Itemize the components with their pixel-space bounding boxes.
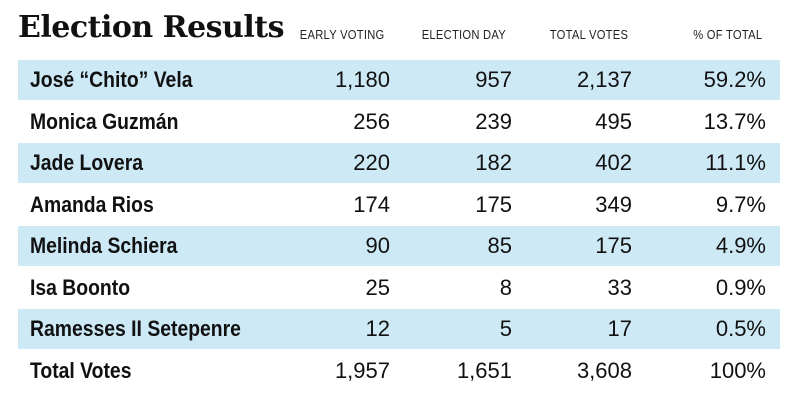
early-voting-value: 220 — [353, 150, 390, 175]
table-row: Monica Guzmán 256 239 495 13.7% — [18, 102, 780, 142]
candidate-name: Amanda Rios — [30, 191, 154, 217]
election-day-value: 85 — [487, 233, 512, 258]
total-votes-value: 349 — [595, 191, 632, 217]
table-body: José “Chito” Vela 1,180 957 2,137 59.2% Monic… — [18, 60, 780, 392]
percent-of-total-value: 100% — [709, 357, 766, 383]
table-row: Melinda Schiera 90 85 175 4.9% — [18, 226, 780, 266]
total-votes-value: 3,608 — [576, 357, 632, 383]
election-day-value: 5 — [499, 316, 512, 341]
total-votes-value: 33 — [607, 274, 632, 300]
election-day-value: 182 — [475, 150, 512, 175]
header-total-votes: TOTAL VOTES — [549, 27, 628, 42]
header-percent-of-total: % OF TOTAL — [692, 27, 762, 42]
table-row: Isa Boonto 25 8 33 0.9% — [18, 268, 780, 308]
candidate-name: Monica Guzmán — [30, 108, 179, 134]
early-voting-value: 1,957 — [334, 357, 390, 383]
early-voting-value: 256 — [353, 108, 390, 134]
election-day-value: 1,651 — [456, 357, 512, 383]
candidate-name: Ramesses II Setepenre — [30, 316, 241, 341]
percent-of-total-value: 0.9% — [715, 274, 766, 300]
early-voting-value: 1,180 — [334, 67, 390, 92]
election-day-value: 239 — [475, 108, 512, 134]
early-voting-value: 12 — [365, 316, 390, 341]
percent-of-total-value: 9.7% — [715, 191, 766, 217]
total-votes-value: 495 — [595, 108, 632, 134]
table-row: José “Chito” Vela 1,180 957 2,137 59.2% — [18, 60, 780, 100]
total-votes-value: 175 — [595, 233, 632, 258]
early-voting-value: 25 — [365, 274, 390, 300]
percent-of-total-value: 11.1% — [705, 150, 766, 175]
header-election-day: ELECTION DAY — [421, 27, 506, 42]
total-votes-value: 17 — [607, 316, 632, 341]
election-day-value: 8 — [499, 274, 512, 300]
total-row: Total Votes 1,957 1,651 3,608 100% — [18, 351, 780, 391]
percent-of-total-value: 0.5% — [715, 316, 766, 341]
candidate-name: Total Votes — [30, 357, 132, 383]
percent-of-total-value: 59.2% — [703, 67, 766, 92]
percent-of-total-value: 4.9% — [715, 233, 766, 258]
candidate-name: José “Chito” Vela — [30, 67, 193, 92]
candidate-name: Melinda Schiera — [30, 233, 178, 258]
total-votes-value: 2,137 — [576, 67, 632, 92]
early-voting-value: 174 — [353, 191, 390, 217]
table-title: Election Results — [18, 10, 285, 45]
candidate-name: Isa Boonto — [30, 274, 131, 300]
table-row: Jade Lovera 220 182 402 11.1% — [18, 143, 780, 183]
total-votes-value: 402 — [595, 150, 632, 175]
election-day-value: 957 — [475, 67, 512, 92]
header-early-voting: EARLY VOTING — [299, 27, 384, 42]
early-voting-value: 90 — [365, 233, 390, 258]
table-row: Amanda Rios 174 175 349 9.7% — [18, 185, 780, 225]
candidate-name: Jade Lovera — [30, 150, 143, 175]
table-row: Ramesses II Setepenre 12 5 17 0.5% — [18, 309, 780, 349]
percent-of-total-value: 13.7% — [703, 108, 766, 134]
election-day-value: 175 — [475, 191, 512, 217]
